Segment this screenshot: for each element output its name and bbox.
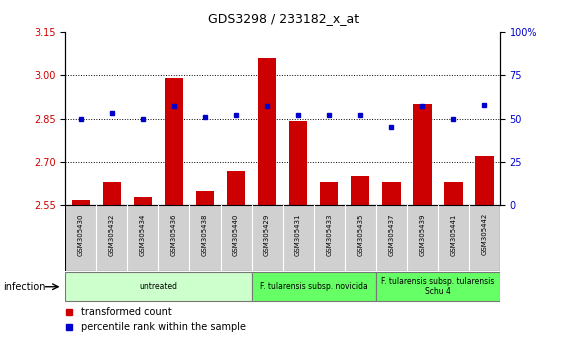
Text: GSM305434: GSM305434 [140,213,146,256]
Text: untreated: untreated [139,282,177,291]
Text: GSM305440: GSM305440 [233,213,239,256]
Text: GSM305439: GSM305439 [419,213,425,256]
Text: GDS3298 / 233182_x_at: GDS3298 / 233182_x_at [208,12,360,25]
Text: GSM305437: GSM305437 [388,213,394,256]
Text: GSM305429: GSM305429 [264,213,270,256]
Text: percentile rank within the sample: percentile rank within the sample [81,322,246,332]
Text: GSM305432: GSM305432 [109,213,115,256]
Bar [413,104,432,205]
Bar [252,273,375,301]
Bar [320,182,339,205]
Text: transformed count: transformed count [81,307,172,317]
Bar [375,273,500,301]
Text: GSM305435: GSM305435 [357,213,363,256]
Bar [444,182,462,205]
Text: GSM305430: GSM305430 [78,213,84,256]
Bar [133,197,152,205]
Bar [227,171,245,205]
Bar [195,191,214,205]
Text: F. tularensis subsp. tularensis
Schu 4: F. tularensis subsp. tularensis Schu 4 [381,277,495,296]
Bar [72,200,90,205]
Bar [475,156,494,205]
Bar [165,78,183,205]
Bar [103,182,121,205]
Text: GSM305441: GSM305441 [450,213,456,256]
Bar [258,58,277,205]
Text: GSM305431: GSM305431 [295,213,301,256]
Bar [289,121,307,205]
Text: GSM305438: GSM305438 [202,213,208,256]
Text: GSM305442: GSM305442 [481,213,487,256]
Bar [65,273,252,301]
Text: F. tularensis subsp. novicida: F. tularensis subsp. novicida [260,282,367,291]
Text: GSM305433: GSM305433 [326,213,332,256]
Text: infection: infection [3,282,45,292]
Bar [382,182,400,205]
Bar [351,176,369,205]
Text: GSM305436: GSM305436 [171,213,177,256]
